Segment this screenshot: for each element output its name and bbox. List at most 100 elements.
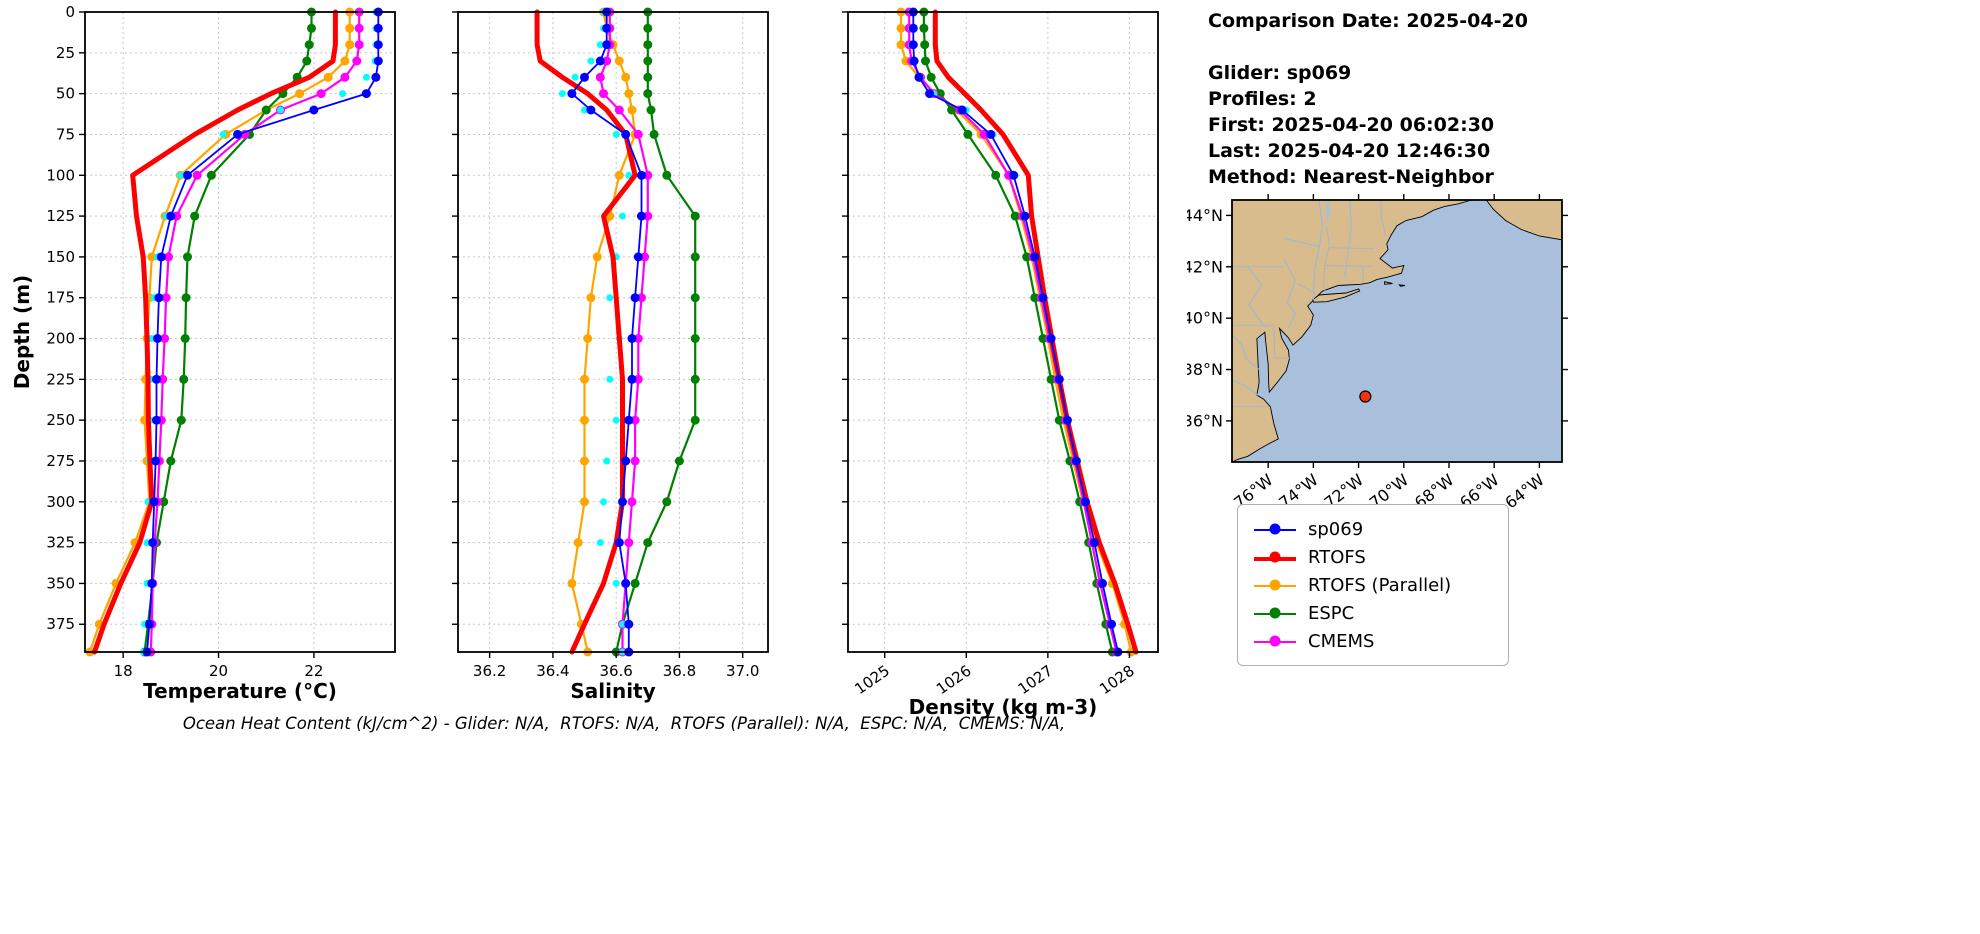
- salinity-axis-label: Salinity: [570, 679, 655, 703]
- series-sp069: [908, 7, 1123, 657]
- svg-text:1028: 1028: [1096, 662, 1138, 699]
- comparison-date: Comparison Date: 2025-04-20: [1208, 10, 1528, 32]
- series-espc: [140, 7, 316, 657]
- svg-text:42°N: 42°N: [1187, 257, 1223, 276]
- legend-label: RTOFS: [1308, 546, 1366, 568]
- svg-text:22: 22: [304, 662, 323, 680]
- series-rtofs: [92, 9, 338, 655]
- grid-lines: [848, 11, 1158, 652]
- legend-label: CMEMS: [1308, 630, 1375, 652]
- svg-text:38°N: 38°N: [1187, 360, 1223, 379]
- series-rtofs: [534, 9, 638, 655]
- series-group: [85, 7, 383, 657]
- legend-label: sp069: [1308, 518, 1364, 540]
- salinity-profile-panel: 36.2 36.4 36.6 36.8 37.0 Salinity: [452, 7, 769, 703]
- svg-text:1027: 1027: [1015, 662, 1057, 699]
- glider-location-marker: [1359, 390, 1372, 403]
- map-frame: [1231, 199, 1563, 463]
- plot-frame: [847, 11, 1159, 653]
- svg-text:175: 175: [46, 289, 75, 307]
- legend-item-espc: ESPC: [1254, 599, 1492, 627]
- state-borders: [1232, 200, 1387, 408]
- plot-frame: [457, 11, 769, 653]
- temperature-profile-panel: 18 20 22 0 25 50 75 100 125 150 175 200 225 250 275 300…: [46, 3, 396, 703]
- plot-frame: [84, 11, 396, 653]
- axis-ticks: [452, 11, 744, 658]
- svg-text:1025: 1025: [851, 662, 893, 699]
- series-sp069-profile-2: [908, 8, 1123, 656]
- series-group: [896, 7, 1139, 657]
- legend-item-rtofs-parallel: RTOFS (Parallel): [1254, 571, 1492, 599]
- series-sp069: [567, 7, 646, 657]
- svg-text:44°N: 44°N: [1187, 206, 1223, 225]
- first-profile-time: First: 2025-04-20 06:02:30: [1208, 114, 1495, 136]
- svg-text:50: 50: [56, 85, 75, 103]
- location-map: 44°N42°N40°N38°N36°N76°W74°W72°W70°W68°W…: [1187, 194, 1568, 512]
- series-espc: [919, 7, 1117, 657]
- temperature-c-axis-label: Temperature (°C): [143, 679, 337, 703]
- svg-text:75: 75: [56, 125, 75, 143]
- svg-text:40°N: 40°N: [1187, 309, 1223, 328]
- svg-text:64°W: 64°W: [1501, 470, 1548, 512]
- ocean-heat-content-caption: Ocean Heat Content (kJ/cm^2) - Glider: N…: [182, 714, 1066, 733]
- profiles-count: Profiles: 2: [1208, 88, 1317, 110]
- svg-text:0: 0: [65, 3, 75, 21]
- svg-text:36.8: 36.8: [663, 662, 696, 680]
- series-sp069: [142, 7, 383, 657]
- last-profile-time: Last: 2025-04-20 12:46:30: [1208, 140, 1491, 162]
- map-ticks: [1226, 194, 1568, 468]
- map-land: [1231, 199, 1563, 463]
- svg-text:300: 300: [46, 493, 75, 511]
- svg-text:36.6: 36.6: [599, 662, 632, 680]
- legend-label: ESPC: [1308, 602, 1355, 624]
- svg-text:200: 200: [46, 330, 75, 348]
- svg-text:1026: 1026: [933, 662, 975, 699]
- svg-text:325: 325: [46, 534, 75, 552]
- legend: sp069 RTOFS RTOFS (Parallel) ESPC CMEMS: [1237, 504, 1509, 666]
- legend-item-cmems: CMEMS: [1254, 627, 1492, 655]
- legend-line-marker-icon: [1254, 633, 1296, 649]
- svg-text:36°N: 36°N: [1187, 411, 1223, 430]
- legend-label: RTOFS (Parallel): [1308, 574, 1452, 596]
- series-rtofs-parallel: [896, 7, 1136, 657]
- axis-ticks: [79, 11, 315, 658]
- comparison-method: Method: Nearest-Neighbor: [1208, 166, 1494, 188]
- info-block: Comparison Date: 2025-04-20 Glider: sp06…: [1208, 8, 1528, 190]
- svg-text:25: 25: [56, 44, 75, 62]
- legend-item-rtofs: RTOFS: [1254, 543, 1492, 571]
- lake-champlain: [1325, 200, 1331, 224]
- series-cmems: [904, 7, 1121, 657]
- legend-line-marker-icon: [1254, 577, 1296, 593]
- tick-labels: 18 20 22 0 25 50 75 100 125 150 175 200 225 250 275 300…: [46, 3, 323, 680]
- svg-text:150: 150: [46, 248, 75, 266]
- legend-item-sp069: sp069: [1254, 515, 1492, 543]
- glider-id: Glider: sp069: [1208, 62, 1352, 84]
- svg-text:100: 100: [46, 166, 75, 184]
- legend-line-marker-icon: [1254, 521, 1296, 537]
- svg-text:18: 18: [114, 662, 133, 680]
- info-spacer: [1208, 34, 1528, 60]
- series-group: [534, 7, 700, 657]
- svg-text:125: 125: [46, 207, 75, 225]
- rivers: [1231, 199, 1352, 396]
- svg-text:250: 250: [46, 411, 75, 429]
- tick-labels: 1025 1026 1027 1028: [851, 662, 1137, 699]
- series-espc: [611, 7, 700, 657]
- series-cmems: [595, 7, 653, 657]
- svg-text:350: 350: [46, 574, 75, 592]
- legend-line-marker-icon: [1254, 605, 1296, 621]
- legend-line-marker-icon: [1254, 549, 1296, 565]
- density-kg-m-3-axis-label: Density (kg m-3): [909, 695, 1098, 719]
- svg-text:275: 275: [46, 452, 75, 470]
- legend-items: sp069 RTOFS RTOFS (Parallel) ESPC CMEMS: [1254, 515, 1492, 655]
- svg-text:36.2: 36.2: [473, 662, 506, 680]
- axis-ticks: [842, 11, 1131, 658]
- svg-text:37.0: 37.0: [726, 662, 759, 680]
- svg-text:225: 225: [46, 370, 75, 388]
- series-sp069-profile-2: [139, 8, 380, 656]
- svg-text:36.4: 36.4: [536, 662, 569, 680]
- svg-text:20: 20: [209, 662, 228, 680]
- tick-labels: 36.2 36.4 36.6 36.8 37.0: [473, 662, 759, 680]
